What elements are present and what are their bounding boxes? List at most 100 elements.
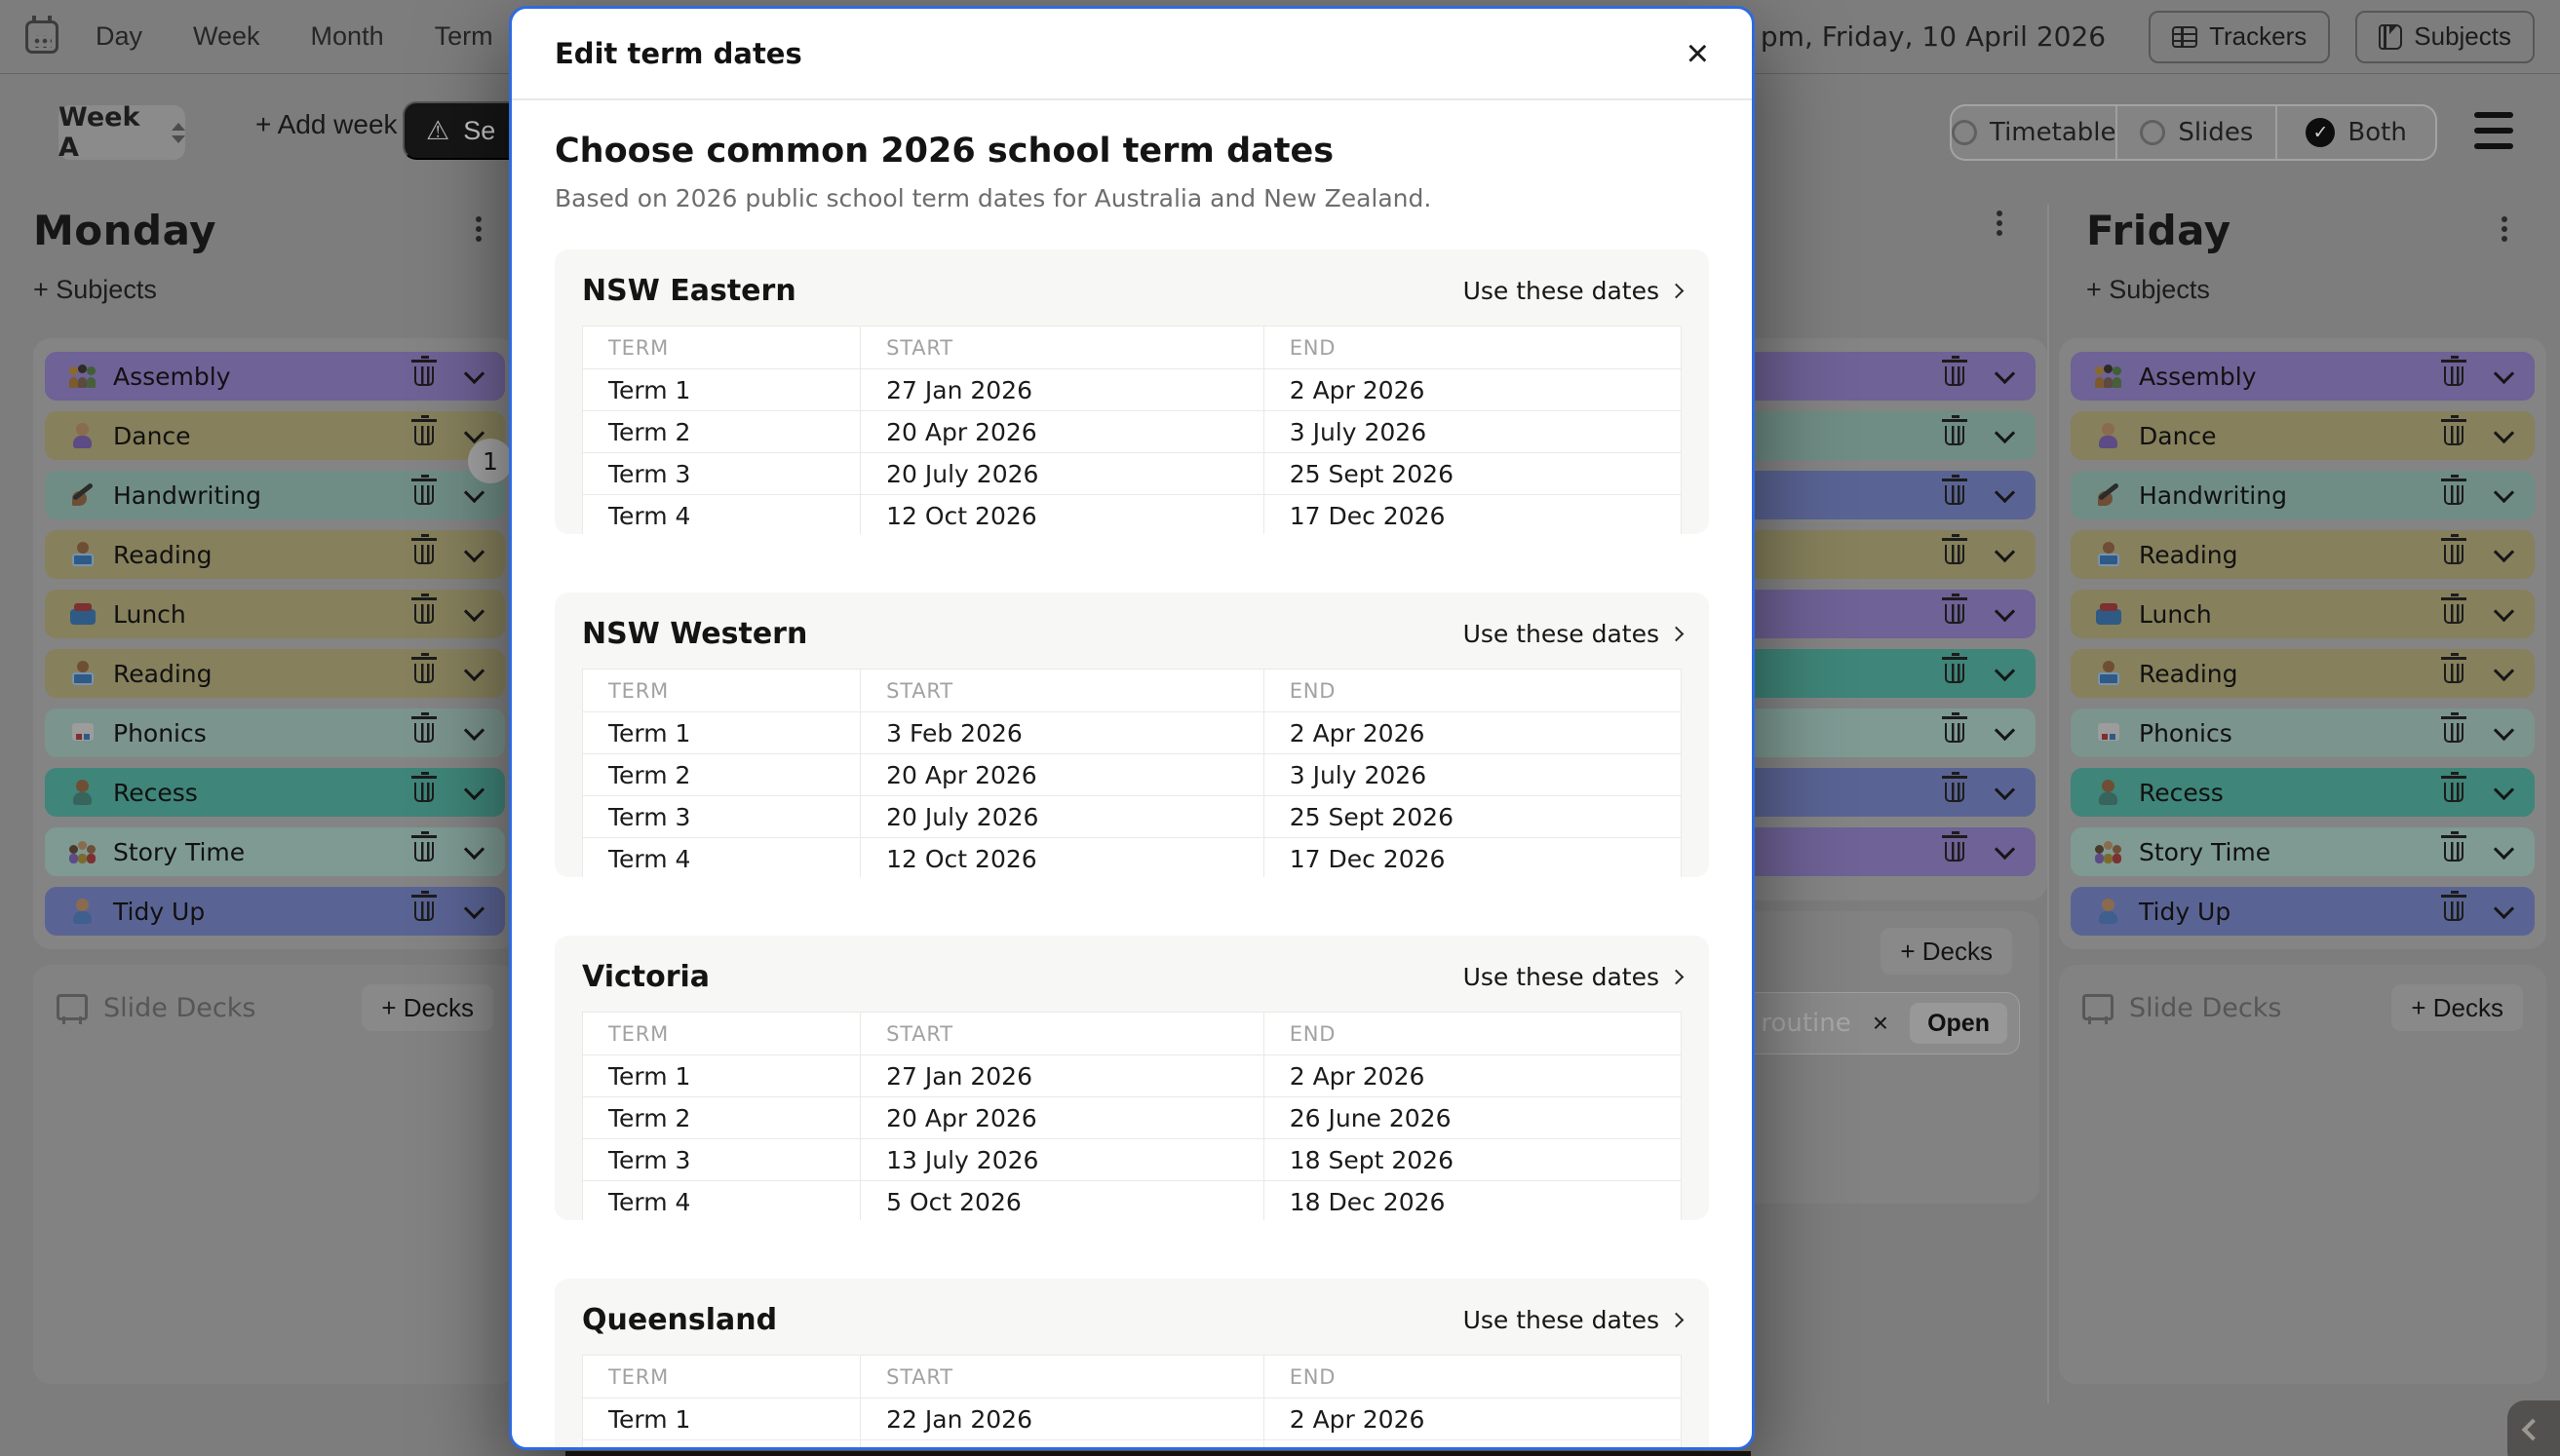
subject-row[interactable]: Recess — [45, 768, 505, 817]
trash-icon[interactable] — [2444, 901, 2463, 921]
trash-icon[interactable] — [2444, 664, 2463, 683]
menu-icon[interactable] — [2474, 112, 2513, 149]
trash-icon[interactable] — [2444, 485, 2463, 505]
trash-icon[interactable] — [2444, 783, 2463, 802]
subject-row[interactable]: Assembly — [2071, 352, 2535, 401]
add-decks-button[interactable]: + Decks — [2391, 984, 2523, 1031]
use-these-dates-button[interactable]: Use these dates — [1463, 277, 1682, 305]
subject-row[interactable]: Reading — [2071, 649, 2535, 698]
add-subjects-button[interactable]: + Subjects — [2086, 275, 2210, 305]
chevron-down-icon[interactable] — [2494, 898, 2514, 918]
subject-row[interactable]: Lunch — [45, 590, 505, 638]
chevron-down-icon[interactable] — [464, 719, 485, 740]
trash-icon[interactable] — [1945, 485, 1964, 505]
subject-row[interactable]: Tidy Up — [45, 887, 505, 936]
trash-icon[interactable] — [414, 604, 434, 624]
trash-icon[interactable] — [414, 901, 434, 921]
subject-row[interactable]: Assembly — [45, 352, 505, 401]
trash-icon[interactable] — [1945, 545, 1964, 564]
subject-row[interactable]: Story Time — [2071, 827, 2535, 876]
chevron-down-icon[interactable] — [2494, 838, 2514, 859]
chevron-down-icon[interactable] — [1995, 541, 2015, 561]
view-option-slides[interactable]: Slides — [2115, 106, 2275, 159]
trash-icon[interactable] — [2444, 604, 2463, 624]
trash-icon[interactable] — [414, 842, 434, 862]
chevron-down-icon[interactable] — [2494, 660, 2514, 680]
trackers-button[interactable]: Trackers — [2149, 11, 2330, 63]
kebab-menu-icon[interactable] — [476, 216, 482, 222]
tab-day[interactable]: Day — [96, 21, 142, 52]
trash-icon[interactable] — [1945, 664, 1964, 683]
trash-icon[interactable] — [414, 664, 434, 683]
chevron-down-icon[interactable] — [1995, 481, 2015, 502]
chevron-down-icon[interactable] — [2494, 422, 2514, 442]
week-selector[interactable]: Week A — [58, 105, 185, 160]
chevron-down-icon[interactable] — [464, 541, 485, 561]
add-decks-button[interactable]: + Decks — [1881, 928, 2012, 975]
chevron-down-icon[interactable] — [2494, 363, 2514, 383]
subject-row[interactable]: Reading — [2071, 530, 2535, 579]
chevron-down-icon[interactable] — [464, 898, 485, 918]
tab-week[interactable]: Week — [193, 21, 260, 52]
use-these-dates-button[interactable]: Use these dates — [1463, 963, 1682, 991]
trash-icon[interactable] — [2444, 366, 2463, 386]
trash-icon[interactable] — [414, 783, 434, 802]
subject-row[interactable]: Reading — [45, 649, 505, 698]
trash-icon[interactable] — [2444, 426, 2463, 445]
chevron-down-icon[interactable] — [464, 838, 485, 859]
trash-icon[interactable] — [1945, 426, 1964, 445]
add-week-button[interactable]: + Add week — [255, 109, 398, 140]
chevron-down-icon[interactable] — [1995, 600, 2015, 621]
trash-icon[interactable] — [414, 485, 434, 505]
open-deck-button[interactable]: Open — [1910, 1003, 2007, 1044]
view-option-timetable[interactable]: Timetable — [1952, 106, 2115, 159]
trash-icon[interactable] — [2444, 723, 2463, 743]
chevron-down-icon[interactable] — [2494, 779, 2514, 799]
trash-icon[interactable] — [1945, 783, 1964, 802]
tab-term[interactable]: Term — [435, 21, 493, 52]
subject-row[interactable]: Phonics — [45, 709, 505, 757]
chevron-down-icon[interactable] — [464, 481, 485, 502]
close-icon[interactable]: × — [1687, 34, 1709, 73]
chevron-down-icon[interactable] — [1995, 779, 2015, 799]
chevron-down-icon[interactable] — [464, 600, 485, 621]
calendar-icon[interactable] — [25, 20, 58, 54]
chevron-down-icon[interactable] — [2494, 481, 2514, 502]
subject-row[interactable]: Story Time — [45, 827, 505, 876]
remove-deck-icon[interactable]: × — [1873, 1010, 1888, 1037]
add-decks-button[interactable]: + Decks — [362, 984, 493, 1031]
trash-icon[interactable] — [414, 426, 434, 445]
collapse-panel-button[interactable] — [2507, 1400, 2560, 1456]
chevron-down-icon[interactable] — [1995, 838, 2015, 859]
add-subjects-button[interactable]: + Subjects — [33, 275, 157, 305]
subject-row[interactable]: Dance — [2071, 411, 2535, 460]
trash-icon[interactable] — [1945, 604, 1964, 624]
chevron-down-icon[interactable] — [1995, 422, 2015, 442]
subject-row[interactable]: Handwriting — [2071, 471, 2535, 519]
subject-row[interactable]: Dance — [45, 411, 505, 460]
trash-icon[interactable] — [2444, 842, 2463, 862]
trash-icon[interactable] — [414, 723, 434, 743]
view-option-both[interactable]: Both — [2275, 106, 2435, 159]
chevron-down-icon[interactable] — [1995, 660, 2015, 680]
subject-row[interactable]: Handwriting — [45, 471, 505, 519]
subject-row[interactable]: Phonics — [2071, 709, 2535, 757]
chevron-down-icon[interactable] — [2494, 719, 2514, 740]
chevron-down-icon[interactable] — [1995, 363, 2015, 383]
trash-icon[interactable] — [1945, 366, 1964, 386]
trash-icon[interactable] — [2444, 545, 2463, 564]
subject-row[interactable]: Tidy Up — [2071, 887, 2535, 936]
use-these-dates-button[interactable]: Use these dates — [1463, 1306, 1682, 1334]
trash-icon[interactable] — [414, 366, 434, 386]
subject-row[interactable]: Recess — [2071, 768, 2535, 817]
subject-row[interactable]: Reading — [45, 530, 505, 579]
trash-icon[interactable] — [1945, 723, 1964, 743]
chevron-down-icon[interactable] — [2494, 600, 2514, 621]
use-these-dates-button[interactable]: Use these dates — [1463, 620, 1682, 648]
chevron-down-icon[interactable] — [464, 779, 485, 799]
chevron-down-icon[interactable] — [2494, 541, 2514, 561]
deck-chip-routine[interactable]: routine × Open — [1714, 992, 2020, 1054]
subject-row[interactable]: Lunch — [2071, 590, 2535, 638]
trash-icon[interactable] — [1945, 842, 1964, 862]
kebab-menu-icon[interactable] — [2502, 216, 2507, 222]
